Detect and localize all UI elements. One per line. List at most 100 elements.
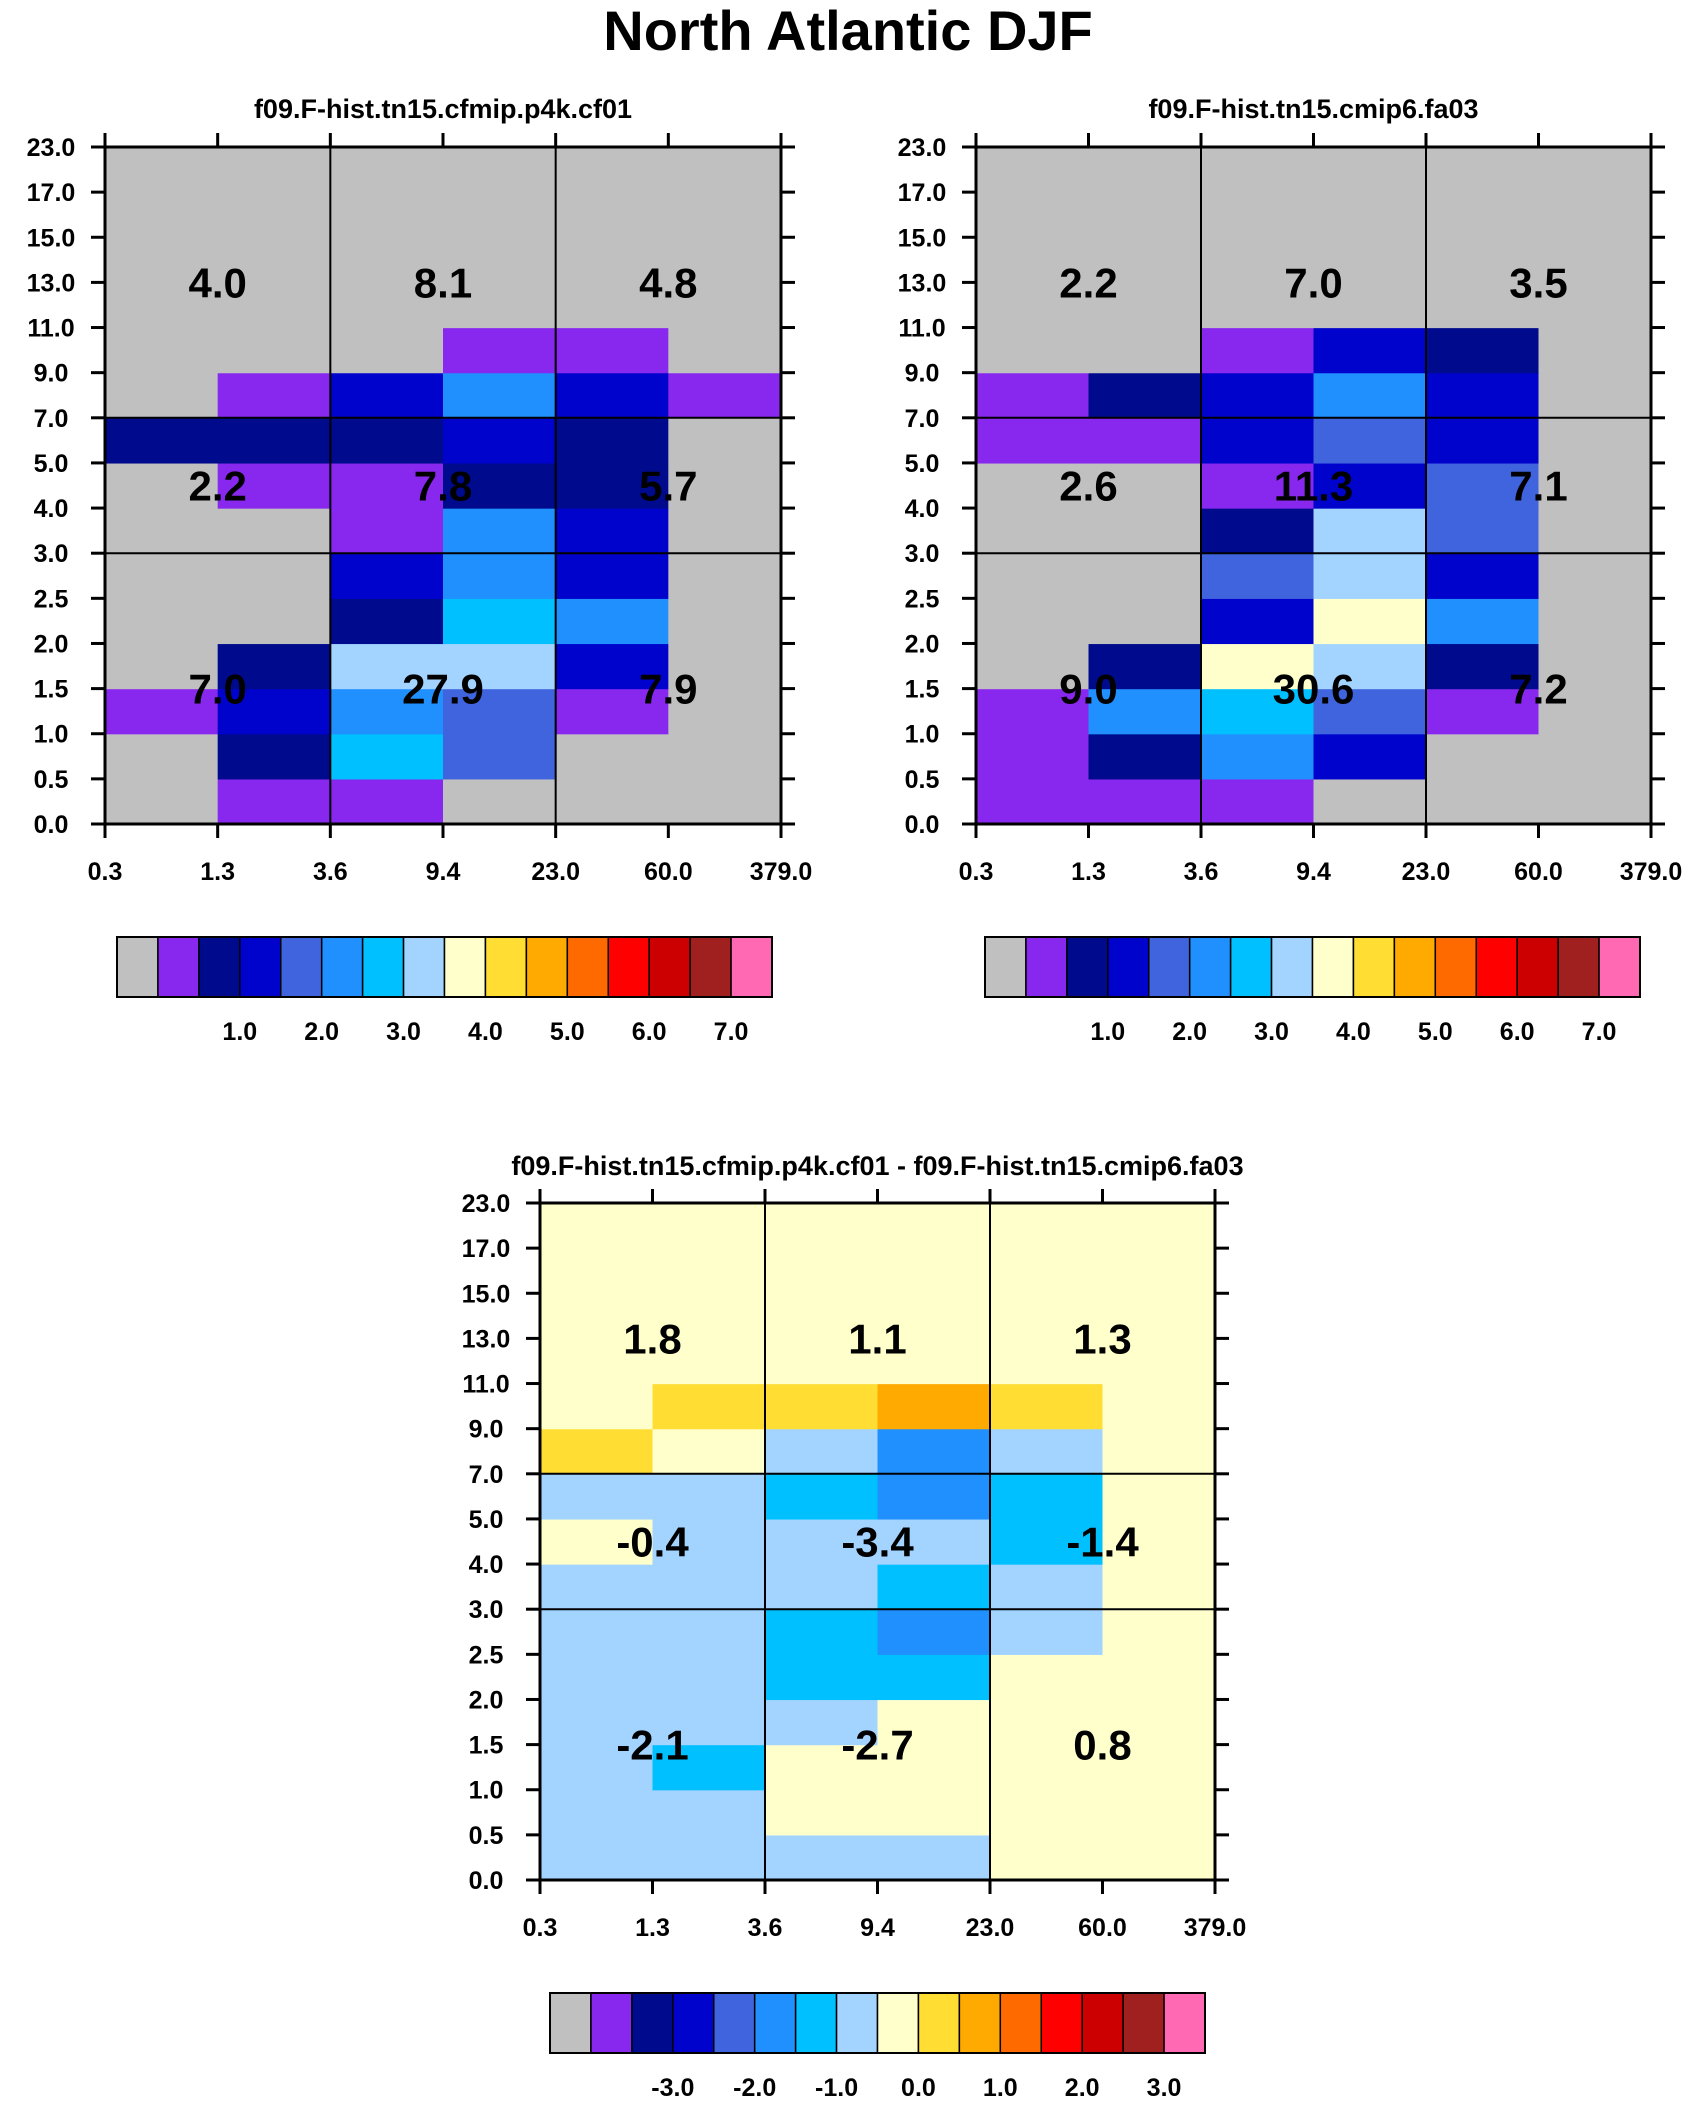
heatmap-cell — [990, 1293, 1104, 1339]
heatmap-cell — [976, 688, 1090, 735]
heatmap-cell — [330, 417, 444, 464]
heatmap-cell — [443, 598, 557, 645]
heatmap-cell — [976, 372, 1090, 419]
y-tick-label: 7.0 — [905, 405, 940, 433]
y-tick-label: 9.0 — [34, 360, 69, 388]
heatmap-cell — [1538, 372, 1652, 419]
heatmap-cell — [1201, 282, 1315, 329]
colorbar-box — [443, 936, 487, 998]
colorbar-box — [1040, 1992, 1083, 2054]
heatmap-cell — [217, 688, 331, 735]
heatmap-cell — [555, 688, 669, 735]
heatmap-cell — [555, 147, 669, 193]
y-tick-label: 0.0 — [469, 1867, 504, 1895]
heatmap-cell — [330, 237, 444, 283]
heatmap-cell — [1088, 147, 1202, 193]
y-tick-label: 2.5 — [469, 1641, 504, 1669]
y-tick-label: 1.5 — [469, 1732, 504, 1760]
heatmap-cell — [877, 1654, 991, 1701]
heatmap-cell — [652, 1744, 766, 1791]
heatmap-cell — [668, 778, 782, 825]
colorbar-label: 2.0 — [304, 1018, 339, 1046]
heatmap-cell — [217, 643, 331, 690]
colorbar-box — [917, 1992, 961, 2054]
colorbar-frame — [116, 936, 773, 998]
heatmap-cell — [668, 147, 782, 193]
heatmap-cell — [1088, 327, 1202, 374]
heatmap-cell — [1201, 598, 1315, 645]
heatmap-cell — [1538, 598, 1652, 645]
colorbar-box — [1475, 936, 1518, 998]
x-tick-label: 3.6 — [313, 858, 348, 886]
y-tick-label: 9.0 — [469, 1416, 504, 1444]
heatmap-cell — [877, 1383, 991, 1430]
heatmap-cell — [555, 643, 669, 690]
colorbar-box — [835, 1992, 879, 2054]
heatmap-cell — [877, 1338, 991, 1385]
heatmap-cell — [1313, 417, 1427, 464]
colorbar-label: 1.0 — [1090, 1018, 1125, 1046]
colorbar-box — [280, 936, 323, 998]
heatmap-cell — [555, 733, 669, 780]
heatmap-cell — [1313, 553, 1427, 599]
heatmap-cell — [540, 1248, 654, 1294]
colorbar-box — [590, 1992, 633, 2054]
x-tick-label: 9.4 — [860, 1914, 895, 1942]
heatmap-cell — [217, 282, 331, 329]
heatmap-cell — [877, 1699, 991, 1746]
heatmap-cell — [990, 1383, 1104, 1430]
panel-title: f09.F-hist.tn15.cfmip.p4k.cf01 - f09.F-h… — [511, 1151, 1243, 1181]
heatmap-cell — [105, 778, 219, 825]
x-tick-label: 379.0 — [1620, 858, 1683, 886]
heatmap-cell — [1102, 1428, 1216, 1475]
heatmap-cell — [105, 372, 219, 419]
heatmap-cell — [443, 192, 557, 238]
heatmap-cell — [105, 282, 219, 329]
panel-title: f09.F-hist.tn15.cfmip.p4k.cf01 — [254, 94, 632, 124]
heatmap-cell — [765, 1383, 879, 1430]
heatmap-cell — [555, 372, 669, 419]
heatmap-cell — [105, 733, 219, 780]
y-tick-label: 11.0 — [27, 315, 74, 343]
heatmap-cell — [1538, 462, 1652, 509]
region-value-label: 27.9 — [402, 666, 484, 713]
heatmap-cell — [1201, 192, 1315, 238]
heatmap-cell — [443, 688, 557, 735]
x-tick-label: 1.3 — [1071, 858, 1106, 886]
region-value-label: 1.8 — [623, 1315, 681, 1362]
heatmap-cell — [765, 1293, 879, 1339]
heatmap-cell — [105, 147, 219, 193]
colorbar-box — [876, 1992, 920, 2054]
colorbar-box — [1352, 936, 1396, 998]
heatmap-cell — [443, 372, 557, 419]
heatmap-cell — [1426, 237, 1540, 283]
heatmap-cell — [540, 1699, 654, 1746]
region-value-label: 7.2 — [1509, 666, 1567, 713]
figure-title: North Atlantic DJF — [603, 0, 1093, 62]
heatmap-cell — [1538, 327, 1652, 374]
heatmap-cell — [1313, 462, 1427, 509]
colorbar-frame — [549, 1992, 1206, 2054]
colorbar-box — [566, 936, 609, 998]
heatmap-cell — [1538, 417, 1652, 464]
heatmap-cell — [990, 1203, 1104, 1249]
y-tick-label: 5.0 — [905, 450, 940, 478]
heatmap-cell — [990, 1428, 1104, 1475]
colorbar-box — [239, 936, 282, 998]
colorbar-label: 1.0 — [222, 1018, 257, 1046]
heatmap-cell — [652, 1248, 766, 1294]
colorbar-label: -3.0 — [651, 2074, 694, 2102]
region-value-label: 4.8 — [639, 259, 697, 306]
heatmap-cell — [976, 553, 1090, 599]
heatmap-cell — [1201, 237, 1315, 283]
heatmap-cell — [540, 1518, 654, 1565]
heatmap-cell — [652, 1518, 766, 1565]
x-tick-label: 60.0 — [1078, 1914, 1127, 1942]
heatmap-cell — [668, 192, 782, 238]
heatmap-cell — [1201, 643, 1315, 690]
heatmap-cell — [217, 372, 331, 419]
heatmap-cell — [1313, 508, 1427, 554]
heatmap-cell — [1426, 508, 1540, 554]
colorbar-box — [1557, 936, 1600, 998]
